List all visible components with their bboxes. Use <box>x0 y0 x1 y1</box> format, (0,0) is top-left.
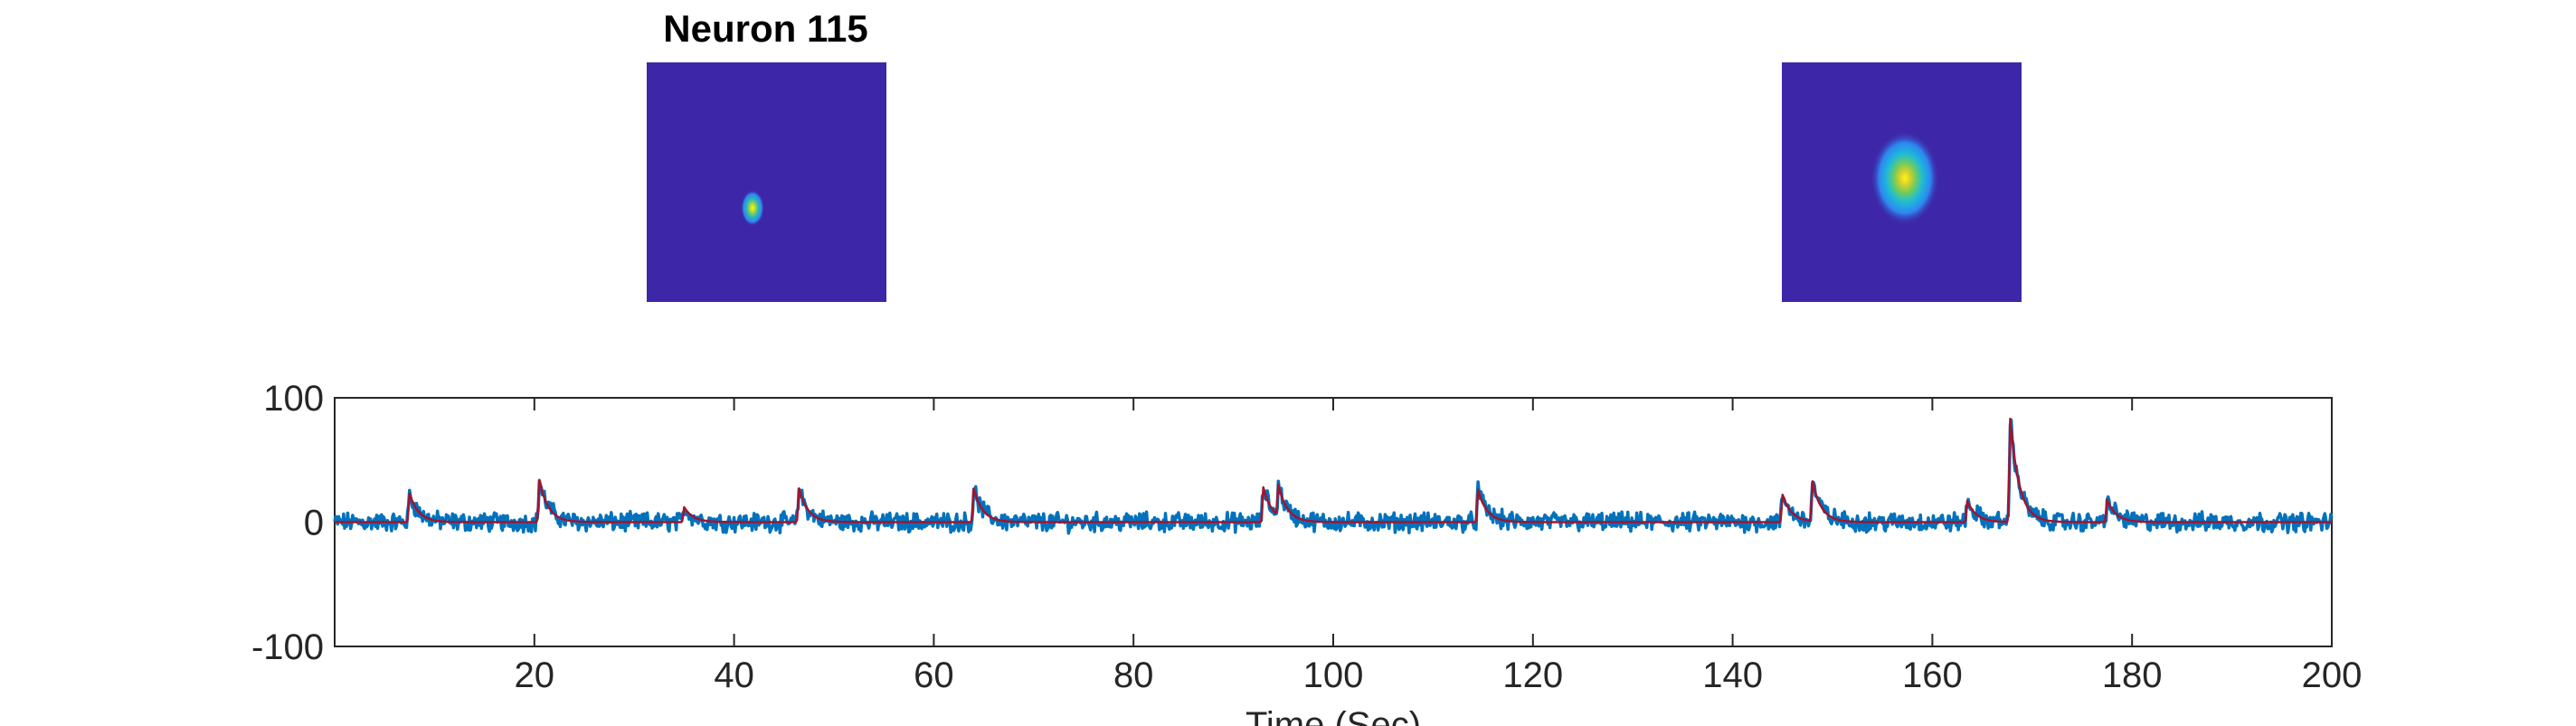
x-tick-label: 120 <box>1502 655 1563 695</box>
x-tick-label: 100 <box>1303 655 1364 695</box>
spatial-footprint-svg <box>647 62 886 302</box>
zoomed-footprint-image <box>1782 62 2022 302</box>
x-tick-labels: 20 40 60 80 100 120 140 160 180 200 <box>515 655 2363 695</box>
y-tick-label: 0 <box>304 504 324 543</box>
x-tick-label: 60 <box>914 655 954 695</box>
x-tick-label: 40 <box>714 655 754 695</box>
cell-blob <box>1870 133 1939 227</box>
cell-blob <box>741 190 764 226</box>
zoomed-footprint-svg <box>1782 62 2022 302</box>
x-tick-label: 140 <box>1702 655 1763 695</box>
neuron-title: Neuron 115 <box>663 7 868 50</box>
y-tick-label: -100 <box>251 627 324 667</box>
fitted-trace-line <box>334 417 2333 523</box>
x-axis-label: Time (Sec) <box>1245 705 1421 726</box>
spatial-footprint-image <box>647 62 886 302</box>
y-tick-label: 100 <box>263 379 324 419</box>
x-tick-label: 20 <box>515 655 555 695</box>
x-tick-label: 160 <box>1902 655 1963 695</box>
x-tick-label: 180 <box>2102 655 2163 695</box>
image-background <box>647 62 886 302</box>
x-tick-label: 200 <box>2302 655 2363 695</box>
y-tick-labels: -100 0 100 <box>251 379 324 667</box>
x-tick-label: 80 <box>1113 655 1154 695</box>
